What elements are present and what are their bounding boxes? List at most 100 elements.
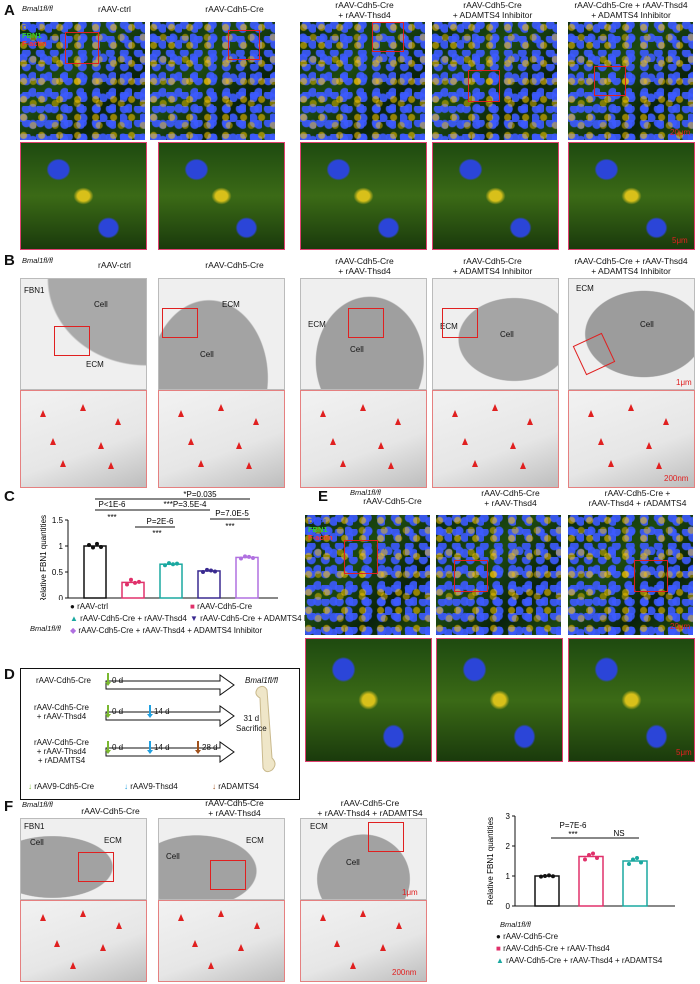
legend-marker: ■ — [190, 602, 198, 611]
legend-entry-3: ▲ rAAV-Cdh5-Cre + rAAV-Thsd4 — [70, 614, 187, 623]
panel-b-cell-label-5: Cell — [640, 320, 654, 329]
data-point — [551, 874, 555, 879]
bar-1 — [534, 875, 560, 907]
y-axis-label: Relative FBN1 quantities — [486, 817, 495, 905]
panel-b-em-3 — [300, 278, 427, 390]
legend-entry-2: ■ rAAV-Cdh5-Cre — [190, 602, 252, 611]
panel-b-em-2 — [158, 278, 285, 390]
panel-d-genotype: Bmal1fl/fl — [245, 676, 278, 685]
legend-marker: ▲ — [496, 956, 507, 965]
legend-text: rAAV-ctrl — [77, 602, 109, 611]
panel-a-zoom-5 — [568, 142, 695, 250]
panel-a-scale-bottom: 5μm — [672, 236, 688, 245]
legend-entry-2: ■ rAAV-Cdh5-Cre + rAAV-Thsd4 — [496, 944, 610, 953]
panel-e-col3-header: rAAV-Cdh5-Cre + rAAV-Thsd4 + rADAMTS4 — [588, 488, 687, 508]
panel-a-col3-header: rAAV-Cdh5-Cre + rAAV-Thsd4 — [335, 0, 394, 20]
panel-b-col5-header: rAAV-Cdh5-Cre + rAAV-Thsd4 + ADAMTS4 Inhi… — [574, 256, 688, 276]
panel-a-zoom-1 — [20, 142, 147, 250]
data-point — [583, 857, 587, 862]
fbn1-arrowhead — [236, 442, 242, 449]
panel-f-legend-genotype: Bmal1fl/fl — [500, 920, 531, 929]
data-point — [205, 567, 209, 572]
panel-a-label: A — [4, 2, 15, 19]
bar-3 — [159, 563, 183, 599]
timeline-arrow-2 — [105, 705, 235, 727]
panel-e-col2-header: rAAV-Cdh5-Cre + rAAV-Thsd4 — [481, 488, 540, 508]
data-point — [539, 874, 543, 879]
y-tick-label: 1.5 — [52, 516, 64, 525]
stat-ns-f2: NS — [613, 829, 624, 838]
y-tick-label: 3 — [506, 812, 511, 821]
panel-b-roi-box-3 — [348, 308, 384, 338]
panel-d-legend-cre: ↓ rAAV9-Cdh5-Cre — [28, 782, 95, 791]
fbn1-arrowhead — [340, 460, 346, 467]
bar-4 — [197, 570, 221, 599]
panel-b-em-4 — [432, 278, 559, 390]
legend-marker: ● — [70, 602, 78, 611]
panel-a-channel-legend: DAPI FBN1 F-actin — [22, 23, 47, 48]
data-point — [595, 856, 599, 860]
fbn1-arrowhead — [108, 462, 114, 469]
data-point — [243, 554, 247, 559]
panel-b-ecm-label-2: ECM — [222, 300, 240, 309]
fbn1-arrowhead — [254, 922, 260, 929]
data-point — [91, 545, 95, 550]
panel-e-scale-top: 20μm — [670, 622, 691, 631]
panel-d-row1-day0: 0 d — [112, 676, 124, 685]
panel-b-ecm-label-4: ECM — [440, 322, 458, 331]
data-point — [133, 580, 137, 585]
legend-text: rAAV-Cdh5-Cre + rAAV-Thsd4 + ADAMTS4 Inh… — [78, 626, 263, 635]
stat-label-1: *P=0.035 — [183, 490, 217, 499]
fbn1-arrowhead — [380, 944, 386, 951]
panel-a-image-2 — [150, 22, 275, 140]
legend-marker: ● — [496, 932, 504, 941]
panel-d-row1-label: rAAV-Cdh5-Cre — [36, 676, 91, 685]
panel-a-col1-header: rAAV-ctrl — [98, 4, 131, 14]
fbn1-arrowhead — [178, 914, 184, 921]
data-point — [635, 856, 639, 860]
fbn1-arrowhead — [218, 404, 224, 411]
timeline-arrow-3 — [105, 741, 235, 763]
panel-b-ecm-label-3: ECM — [308, 320, 326, 329]
legend-text: rAAV-Cdh5-Cre — [197, 602, 253, 611]
data-point — [99, 545, 103, 550]
fbn1-arrowhead — [70, 962, 76, 969]
panel-b-cell-label-2: Cell — [200, 350, 214, 359]
panel-a-image-3 — [300, 22, 425, 140]
data-point — [129, 577, 133, 582]
fbn1-arrowhead — [388, 462, 394, 469]
y-tick-label: 0 — [59, 594, 64, 600]
panel-a-image-1 — [20, 22, 145, 140]
data-point — [639, 860, 643, 865]
fbn1-arrowhead — [218, 910, 224, 917]
fbn1-arrowhead — [100, 944, 106, 951]
bar-1 — [83, 545, 107, 599]
panel-e-zoom-3 — [568, 638, 695, 762]
fbn1-arrowhead — [360, 404, 366, 411]
fbn1-arrowhead — [395, 418, 401, 425]
panel-b-col2-header: rAAV-Cdh5-Cre — [205, 260, 264, 270]
y-tick-label: 1 — [506, 872, 511, 881]
y-tick-label: 0 — [506, 902, 511, 911]
panel-e-image-2 — [436, 515, 561, 635]
panel-d-row3-label: rAAV-Cdh5-Cre + rAAV-Thsd4 + rADAMTS4 — [34, 738, 89, 765]
panel-d-endpoint: 31 d Sacrifice — [236, 714, 267, 733]
panel-b-label: B — [4, 252, 15, 269]
panel-b-scale-bottom: 200nm — [664, 474, 689, 483]
fbn1-arrowhead — [320, 410, 326, 417]
fbn1-arrowhead — [330, 438, 336, 445]
fbn1-arrowhead — [238, 944, 244, 951]
panel-b-stain-label: FBN1 — [24, 286, 45, 295]
fbn1-arrowhead — [116, 922, 122, 929]
data-point — [163, 563, 167, 568]
panel-a-scale-top: 20μm — [670, 128, 691, 137]
data-point — [247, 554, 251, 559]
legend-text: rAAV-Cdh5-Cre + rAAV-Thsd4 — [503, 944, 610, 953]
panel-f-em-1 — [20, 818, 147, 900]
stat-label-2: P<1E-6 — [99, 500, 126, 509]
legend-marker: ■ — [496, 944, 504, 953]
legend-text: rAAV-Cdh5-Cre + rAAV-Thsd4 — [80, 614, 187, 623]
panel-f-roi-box-1 — [78, 852, 114, 882]
panel-d-row2-day14: 14 d — [154, 707, 170, 716]
panel-e-image-1 — [305, 515, 430, 635]
